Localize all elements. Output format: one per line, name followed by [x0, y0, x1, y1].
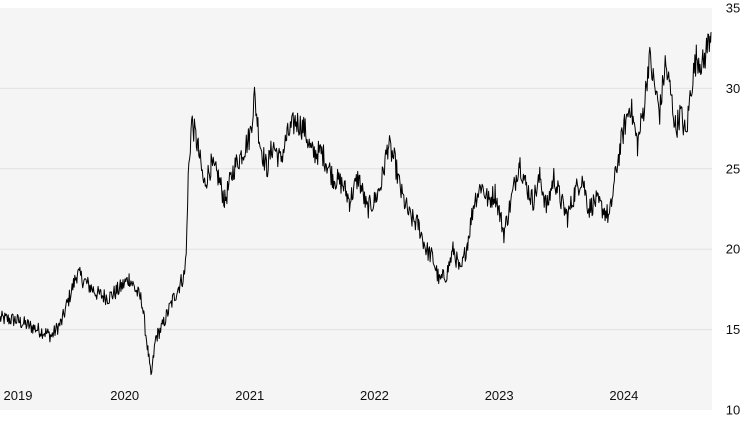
- y-tick-label-35: 35: [726, 1, 740, 16]
- y-tick-label-30: 30: [726, 81, 740, 96]
- x-tick-label-2022: 2022: [360, 388, 389, 403]
- x-tick-label-2024: 2024: [609, 388, 638, 403]
- x-tick-label-2019: 2019: [4, 388, 33, 403]
- y-tick-label-10: 10: [726, 403, 740, 418]
- y-tick-label-25: 25: [726, 161, 740, 176]
- y-tick-label-15: 15: [726, 322, 740, 337]
- plot-area: [0, 8, 712, 410]
- series-line: [0, 32, 712, 376]
- series-layer: [0, 32, 712, 376]
- x-tick-label-2020: 2020: [110, 388, 139, 403]
- x-tick-label-2023: 2023: [485, 388, 514, 403]
- gridlines: [0, 87, 712, 331]
- axes: 10 15 20 25 30 35 2019 2020 2021 2022 2023 2024: [4, 1, 741, 418]
- y-tick-label-20: 20: [726, 242, 740, 257]
- x-tick-label-2021: 2021: [235, 388, 264, 403]
